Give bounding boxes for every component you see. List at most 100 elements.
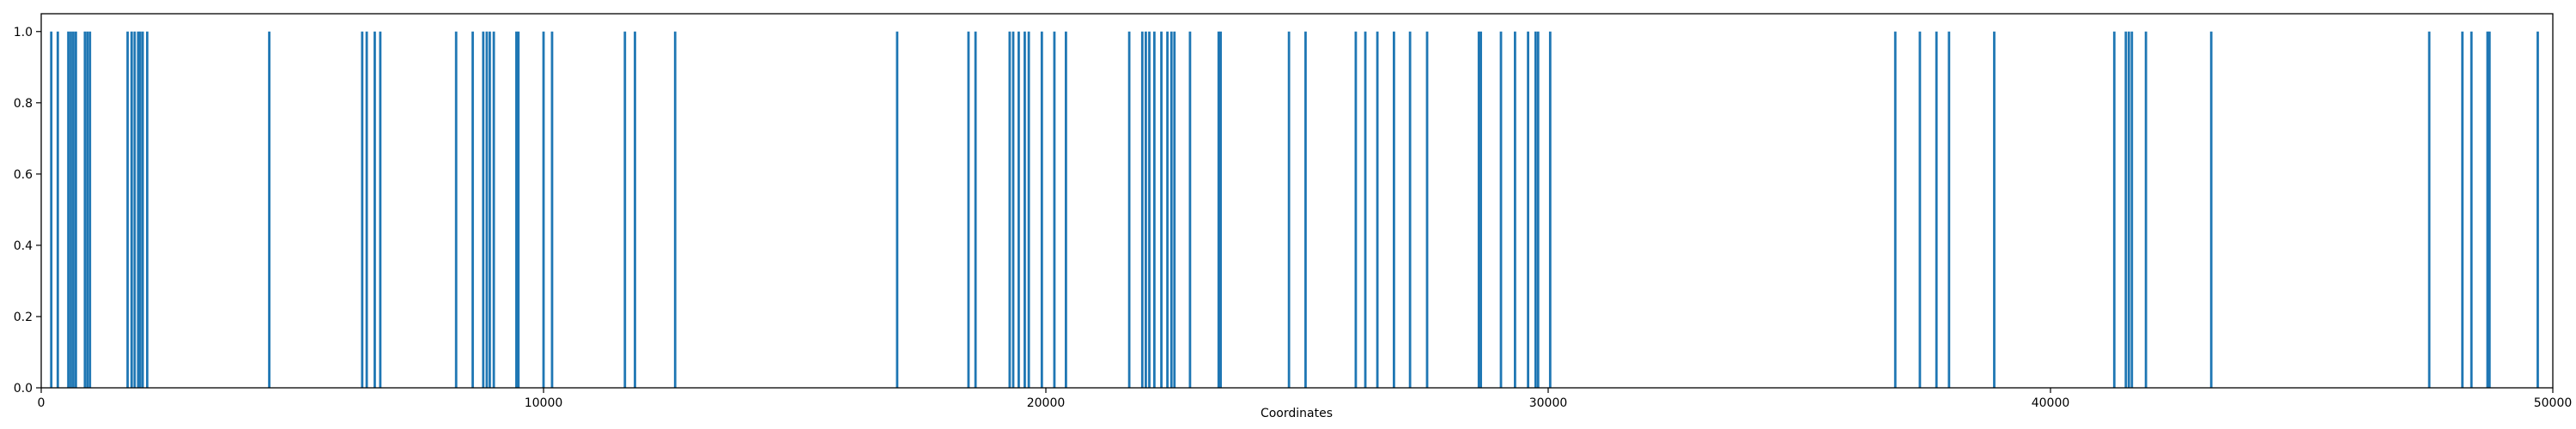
bar	[126, 31, 130, 388]
bar	[83, 31, 87, 388]
bar	[88, 31, 92, 388]
bar	[2144, 31, 2148, 388]
bar	[1287, 31, 1291, 388]
bar	[2124, 31, 2128, 388]
bar	[1188, 31, 1192, 388]
plot-frame	[40, 13, 2554, 389]
bar	[2537, 31, 2539, 388]
bar	[1024, 31, 1026, 388]
bar	[1534, 31, 1537, 388]
x-tick-label: 10000	[525, 396, 563, 410]
bar	[56, 31, 59, 388]
bar	[489, 31, 491, 388]
bar	[130, 31, 133, 388]
y-tick-label: 0.6	[14, 168, 33, 182]
bar	[1219, 31, 1222, 388]
bar	[1513, 31, 1516, 388]
bar	[2209, 31, 2213, 388]
bar	[50, 31, 53, 388]
bar	[471, 31, 474, 388]
bar	[1536, 31, 1540, 388]
bar	[482, 31, 485, 388]
y-tick-label: 0.4	[14, 239, 33, 253]
bar	[1376, 31, 1379, 388]
bar	[146, 31, 149, 388]
bar	[2427, 31, 2431, 388]
bar	[2112, 31, 2116, 388]
y-tick-label: 0.8	[14, 97, 33, 111]
bar	[2461, 31, 2464, 388]
bar	[1170, 31, 1173, 388]
bar	[517, 31, 520, 388]
bar	[72, 31, 75, 388]
bar	[492, 31, 495, 388]
bar	[1477, 31, 1480, 388]
bar	[133, 31, 137, 388]
bar	[1140, 31, 1144, 388]
bar	[1166, 31, 1169, 388]
bar	[268, 31, 270, 388]
bar	[379, 31, 382, 388]
bar	[141, 31, 144, 388]
bar	[634, 31, 636, 388]
bar	[1217, 31, 1220, 388]
bar	[365, 31, 368, 388]
bars-layer	[50, 31, 2539, 388]
bar	[1018, 31, 1020, 388]
bar	[1393, 31, 1395, 388]
bar	[1947, 31, 1951, 388]
bar	[1065, 31, 1067, 388]
bar	[1918, 31, 1922, 388]
bar	[550, 31, 554, 388]
x-tick-label: 0	[38, 396, 46, 410]
x-axis-label: Coordinates	[1261, 407, 1333, 420]
y-axis: 0.0 0.2 0.4 0.6 0.8 1.0	[14, 26, 41, 396]
bar	[1499, 31, 1503, 388]
bar	[1173, 31, 1176, 388]
bar	[1408, 31, 1412, 388]
bar	[542, 31, 545, 388]
bar	[974, 31, 977, 388]
bar	[1027, 31, 1030, 388]
bar	[1127, 31, 1131, 388]
bar	[454, 31, 458, 388]
y-tick-label: 0.2	[14, 311, 33, 324]
bar	[1040, 31, 1043, 388]
bar	[86, 31, 89, 388]
bar	[1993, 31, 1996, 388]
bar	[485, 31, 489, 388]
bar	[1935, 31, 1938, 388]
bar	[2127, 31, 2130, 388]
bar	[1425, 31, 1429, 388]
bar	[1152, 31, 1156, 388]
bar	[2486, 31, 2489, 388]
bar	[137, 31, 140, 388]
bar	[1364, 31, 1367, 388]
bar	[1479, 31, 1483, 388]
bar	[2470, 31, 2473, 388]
bar	[1527, 31, 1529, 388]
bar	[1053, 31, 1056, 388]
bar	[1148, 31, 1151, 388]
bar	[70, 31, 72, 388]
y-tick-label: 1.0	[14, 26, 33, 39]
bar	[1548, 31, 1552, 388]
bar	[2488, 31, 2491, 388]
bar	[2130, 31, 2134, 388]
y-tick-label: 0.0	[14, 382, 33, 396]
bar	[896, 31, 899, 388]
bar	[74, 31, 77, 388]
bar	[138, 31, 142, 388]
bar	[1012, 31, 1015, 388]
bar	[374, 31, 376, 388]
bar	[673, 31, 677, 388]
bar	[623, 31, 627, 388]
x-tick-label: 20000	[1027, 396, 1066, 410]
x-axis: 0 10000 20000 30000 40000 50000	[38, 388, 2573, 410]
bar	[967, 31, 970, 388]
bar	[515, 31, 518, 388]
bar	[1304, 31, 1307, 388]
bar	[1145, 31, 1147, 388]
x-tick-label: 50000	[2534, 396, 2573, 410]
